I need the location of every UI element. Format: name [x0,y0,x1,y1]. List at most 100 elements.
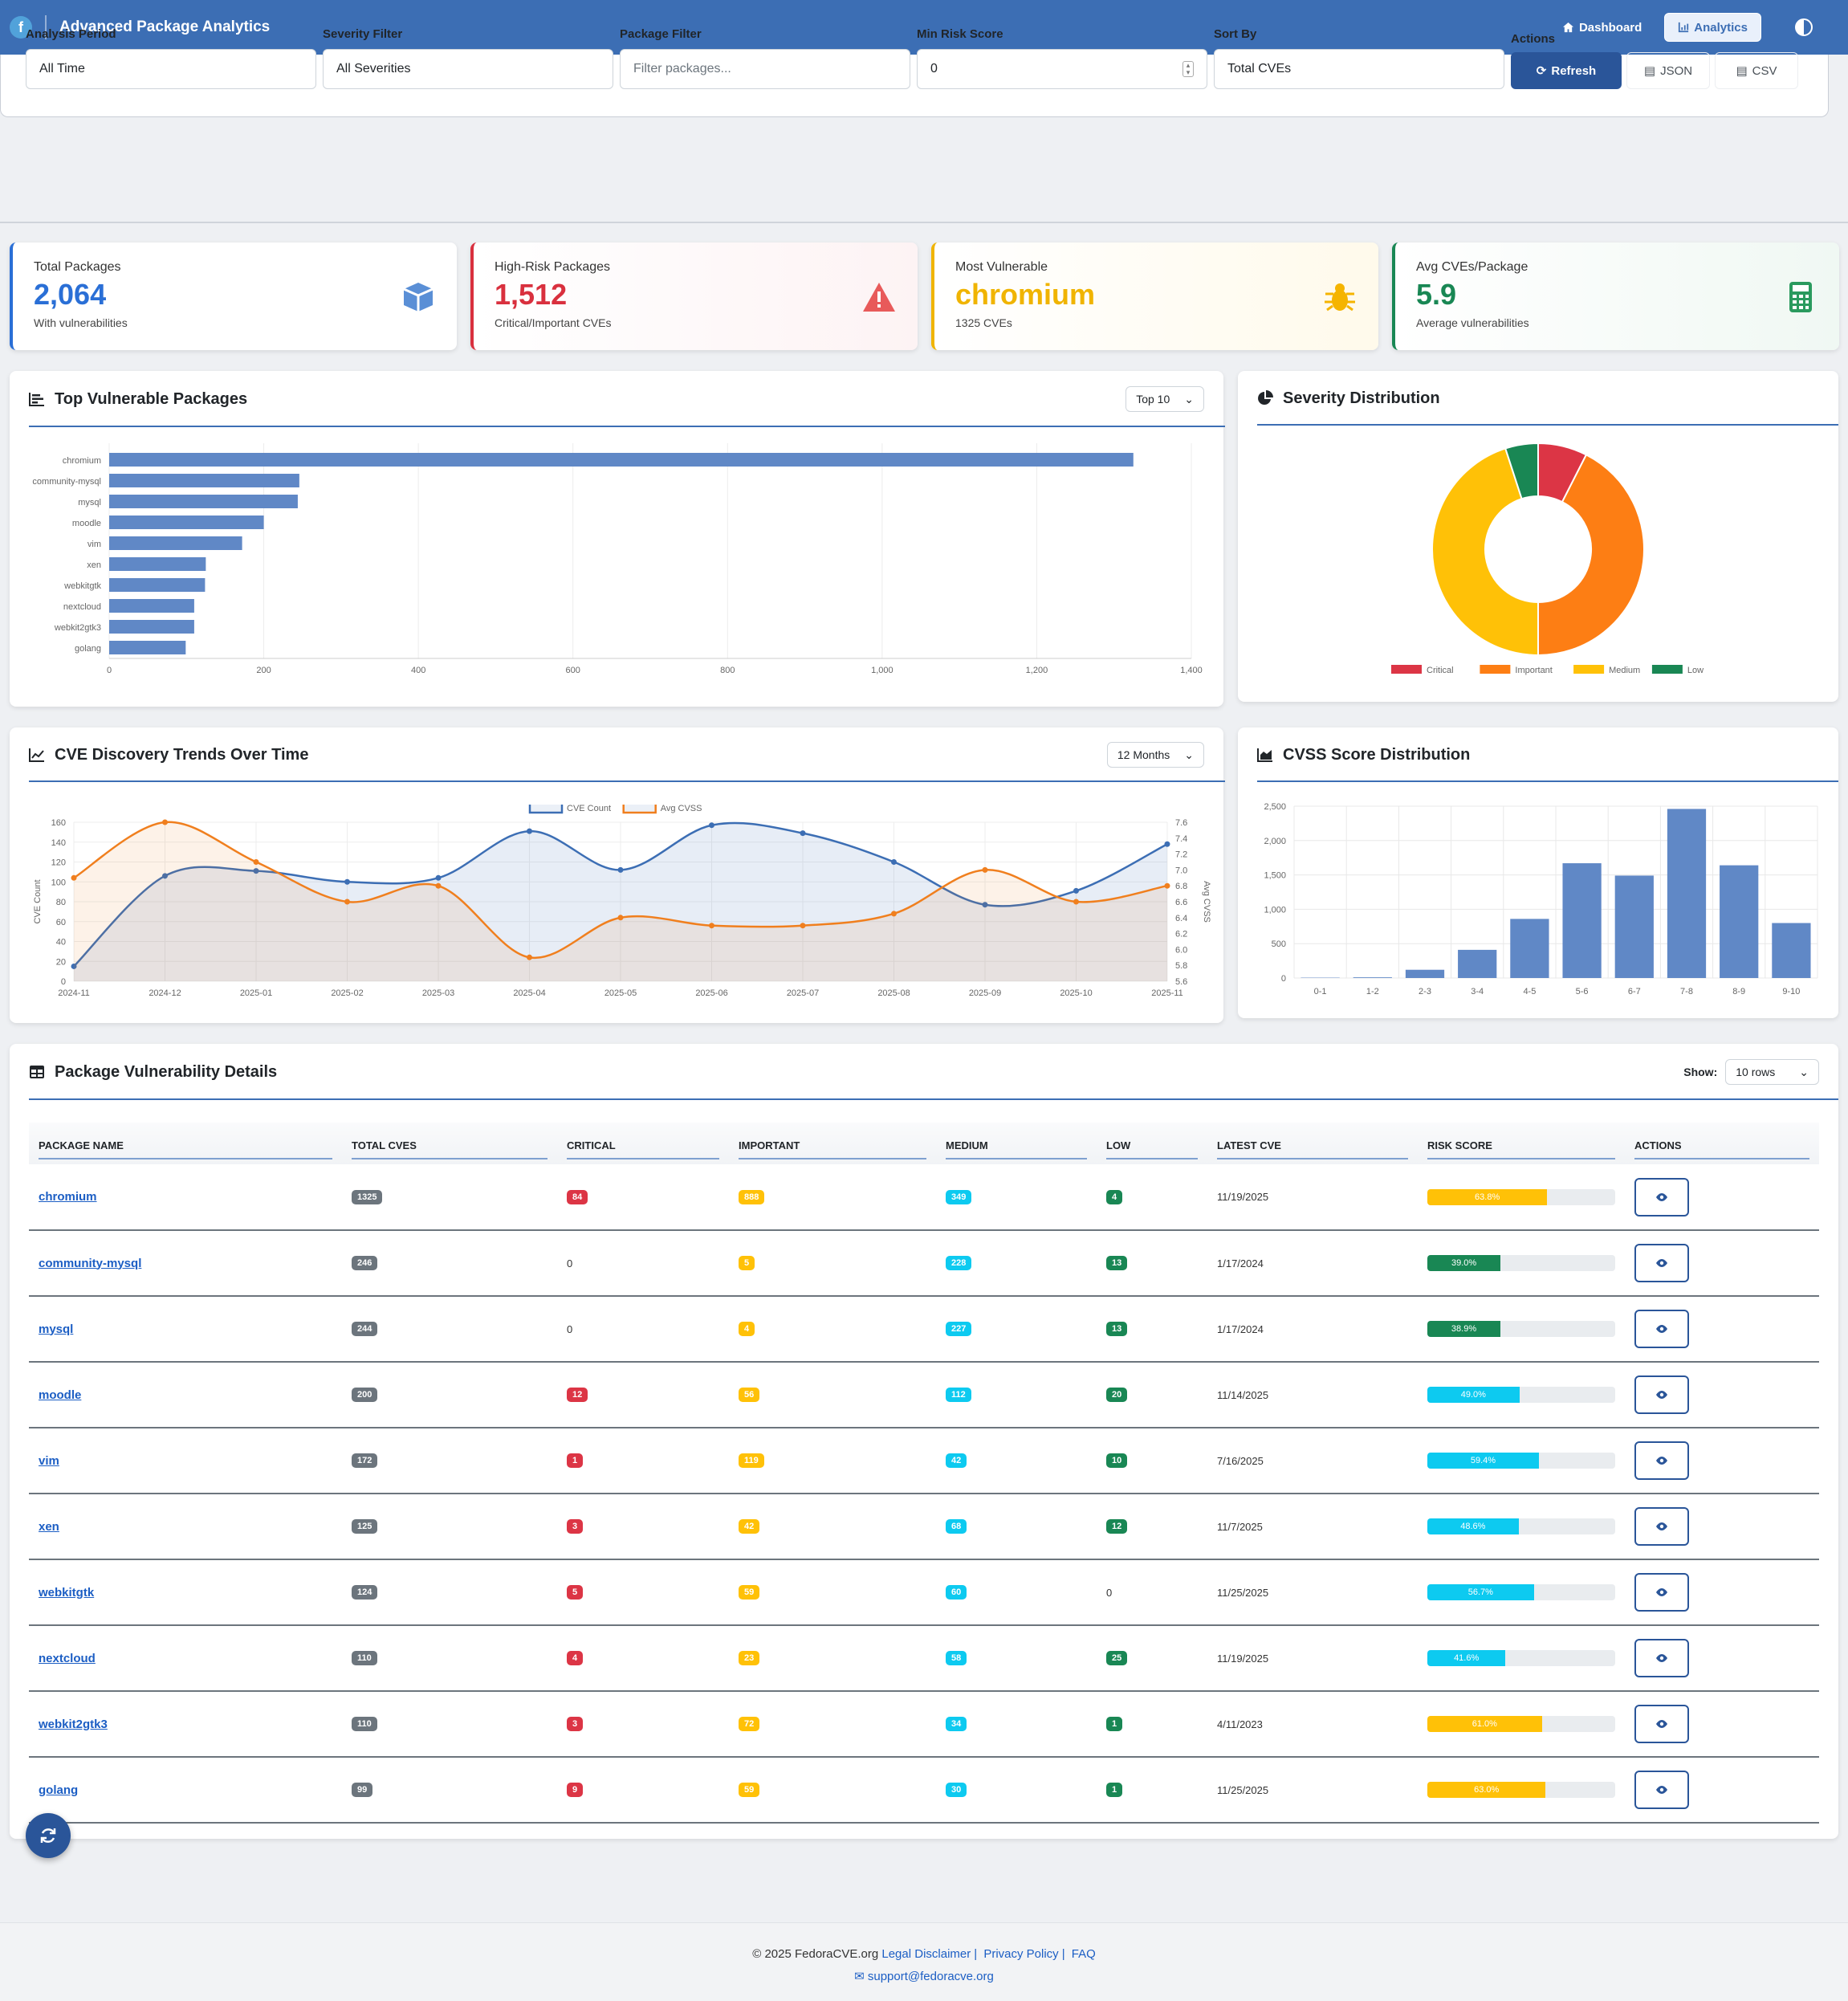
view-details-button[interactable] [1634,1244,1689,1282]
view-details-button[interactable] [1634,1507,1689,1546]
fedora-logo-icon[interactable]: f [10,16,32,39]
data-point[interactable] [435,882,442,889]
bar-9-10[interactable] [1772,923,1811,978]
data-point[interactable] [527,828,532,834]
col-critical[interactable]: CRITICAL [557,1123,729,1164]
bar-webkit2gtk3[interactable] [109,620,194,634]
package-filter-input[interactable]: Filter packages... [620,49,910,89]
data-point[interactable] [982,866,988,873]
nav-dashboard-button[interactable]: Dashboard [1549,13,1655,42]
view-details-button[interactable] [1634,1310,1689,1348]
rows-per-page-select[interactable]: 10 rows ⌄ [1725,1059,1819,1085]
col-low[interactable]: LOW [1097,1123,1207,1164]
bar-golang[interactable] [109,641,186,654]
slice-medium[interactable] [1431,447,1539,657]
package-link[interactable]: mysql [39,1322,74,1336]
col-important[interactable]: IMPORTANT [729,1123,936,1164]
bar-moodle[interactable] [109,516,264,529]
view-details-button[interactable] [1634,1375,1689,1414]
data-point[interactable] [982,902,988,908]
data-point[interactable] [344,878,350,885]
col-latest[interactable]: LATEST CVE [1207,1123,1418,1164]
view-details-button[interactable] [1634,1441,1689,1480]
trend-period-select[interactable]: 12 Months ⌄ [1106,742,1204,768]
data-point[interactable] [1073,899,1079,905]
data-point[interactable] [1164,841,1170,847]
data-point[interactable] [344,899,350,905]
bar-webkitgtk[interactable] [109,578,206,592]
data-point[interactable] [71,874,77,881]
stepper-icon[interactable]: ▴ ▾ [1182,61,1194,77]
bar-5-6[interactable] [1562,863,1602,978]
col-risk[interactable]: RISK SCORE [1418,1123,1625,1164]
bar-xen[interactable] [109,557,206,571]
bar-community-mysql[interactable] [109,474,299,487]
data-point[interactable] [162,819,168,825]
refresh-button[interactable]: ⟳ Refresh [1511,52,1622,89]
export-csv-button[interactable]: ▤ CSV [1715,52,1798,89]
faq-link[interactable]: FAQ [1071,1947,1096,1961]
col-package[interactable]: PACKAGE NAME [29,1123,342,1164]
floating-refresh-button[interactable] [26,1813,71,1858]
sort-by-select[interactable]: Total CVEs [1214,49,1504,89]
view-details-button[interactable] [1634,1771,1689,1809]
bar-vim[interactable] [109,536,242,550]
bar-nextcloud[interactable] [109,599,194,613]
bar-1-2[interactable] [1353,977,1392,978]
top-n-select[interactable]: Top 10 ⌄ [1125,386,1204,412]
data-point[interactable] [800,923,806,929]
data-point[interactable] [253,859,259,865]
package-link[interactable]: webkitgtk [39,1585,95,1600]
data-point[interactable] [435,874,442,881]
data-point[interactable] [253,868,259,874]
app-title[interactable]: Advanced Package Analytics [59,18,271,35]
bar-mysql[interactable] [109,495,298,508]
package-link[interactable]: webkit2gtk3 [39,1717,108,1731]
slice-important[interactable] [1537,454,1645,657]
view-details-button[interactable] [1634,1573,1689,1612]
view-details-button[interactable] [1634,1639,1689,1677]
data-point[interactable] [891,859,897,865]
package-link[interactable]: nextcloud [39,1651,96,1665]
nav-analytics-button[interactable]: Analytics [1664,13,1761,42]
bar-chromium[interactable] [109,453,1134,467]
severity-filter-select[interactable]: All Severities [323,49,613,89]
package-link[interactable]: golang [39,1783,79,1797]
bar-2-3[interactable] [1405,969,1445,978]
actions-label: Actions [1511,32,1556,46]
col-total[interactable]: TOTAL CVES [342,1123,557,1164]
data-point[interactable] [709,822,714,829]
data-point[interactable] [617,866,624,873]
col-medium[interactable]: MEDIUM [936,1123,1097,1164]
package-link[interactable]: vim [39,1453,59,1468]
support-email-link[interactable]: ✉ support@fedoracve.org [854,1970,994,1983]
bar-8-9[interactable] [1720,865,1759,978]
bar-4-5[interactable] [1510,919,1549,978]
slice-low[interactable] [1504,442,1539,500]
package-link[interactable]: community-mysql [39,1256,142,1270]
min-risk-input[interactable]: 0 ▴ ▾ [917,49,1207,89]
data-point[interactable] [709,923,714,929]
package-link[interactable]: xen [39,1519,59,1534]
data-point[interactable] [162,873,168,879]
theme-toggle-icon[interactable] [1795,18,1813,36]
bar-3-4[interactable] [1458,949,1497,978]
bar-6-7[interactable] [1614,875,1654,978]
data-point[interactable] [71,963,77,969]
view-details-button[interactable] [1634,1177,1689,1216]
category-label: nextcloud [63,602,101,612]
data-point[interactable] [1073,887,1079,894]
package-link[interactable]: chromium [39,1190,97,1204]
view-details-button[interactable] [1634,1705,1689,1743]
data-point[interactable] [1164,882,1170,889]
bar-7-8[interactable] [1667,809,1707,978]
analysis-period-select[interactable]: All Time [26,49,316,89]
package-link[interactable]: moodle [39,1388,82,1402]
data-point[interactable] [800,830,806,837]
data-point[interactable] [527,954,532,960]
export-json-button[interactable]: ▤ JSON [1626,52,1710,89]
data-point[interactable] [891,911,897,917]
privacy-link[interactable]: Privacy Policy [983,1947,1059,1961]
legal-link[interactable]: Legal Disclaimer [881,1947,971,1961]
data-point[interactable] [617,915,624,921]
